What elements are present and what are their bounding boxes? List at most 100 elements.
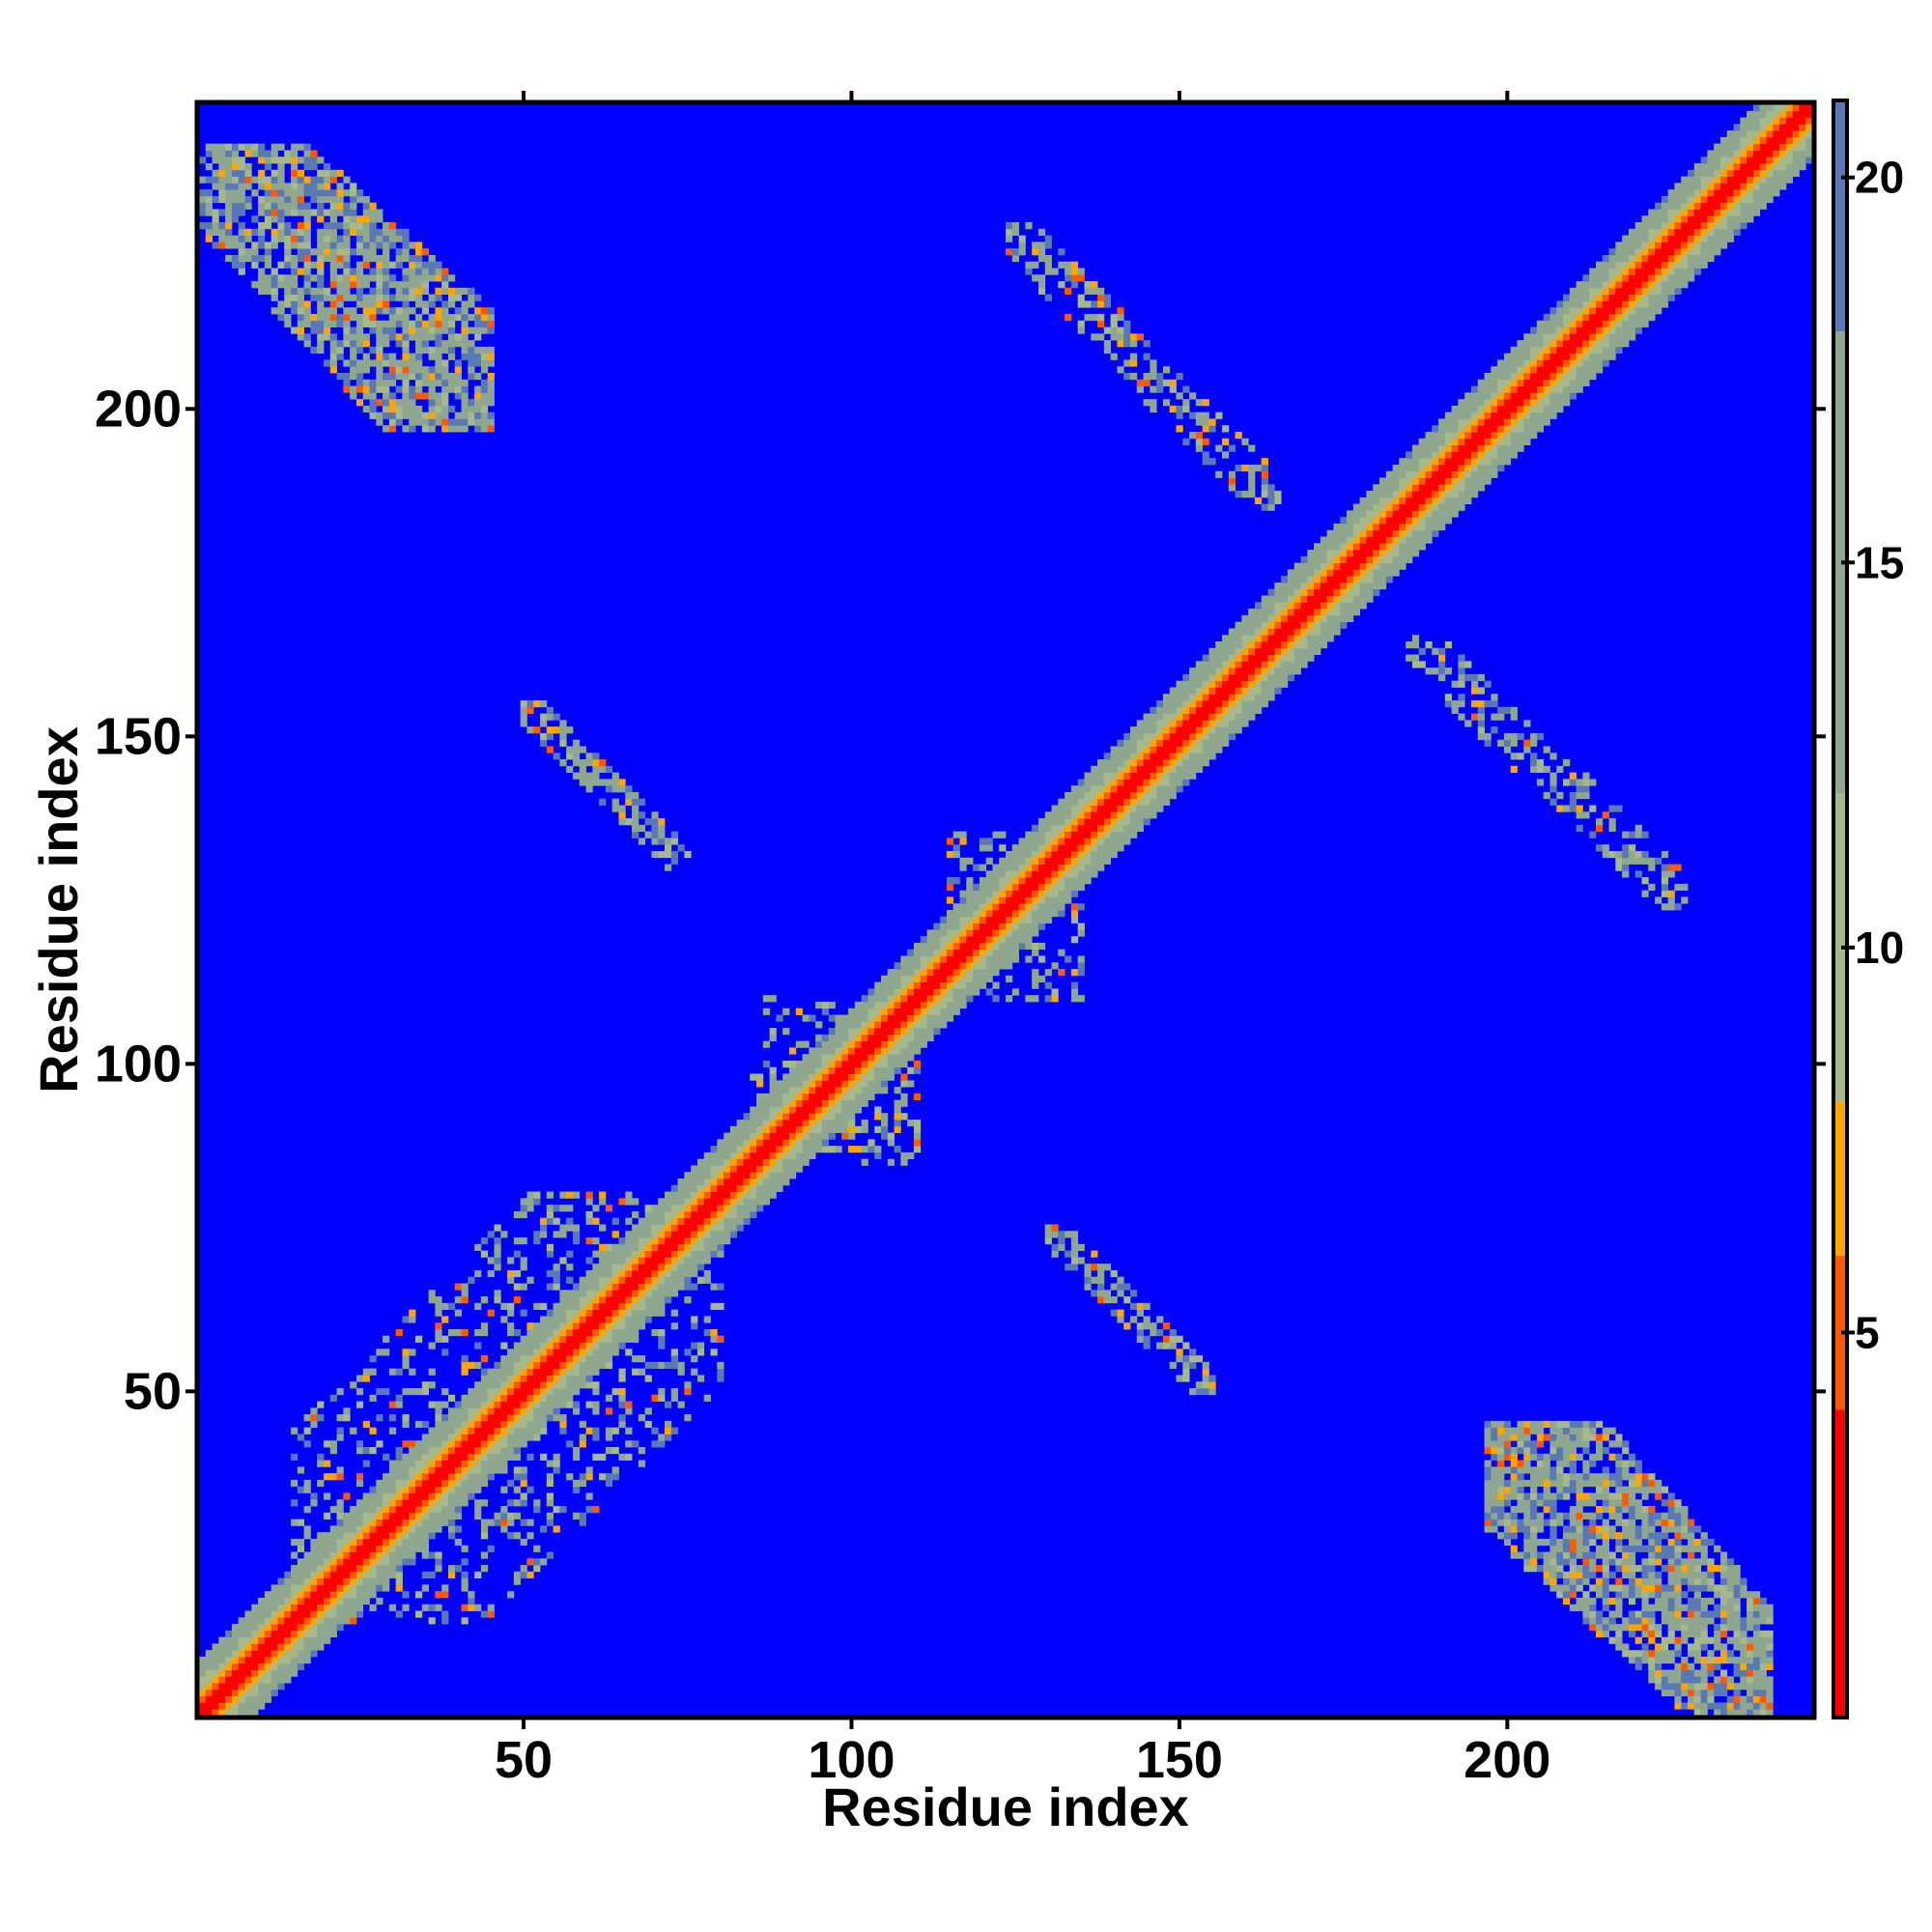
heatmap-cell bbox=[329, 307, 337, 315]
heatmap-cell bbox=[355, 385, 364, 393]
heatmap-cell bbox=[946, 995, 954, 1003]
heatmap-cell bbox=[651, 838, 659, 845]
heatmap-cell bbox=[651, 1309, 659, 1317]
heatmap-cell bbox=[487, 412, 495, 419]
heatmap-cell bbox=[1110, 765, 1118, 774]
heatmap-cell bbox=[579, 1361, 586, 1370]
heatmap-cell bbox=[572, 1302, 581, 1311]
heatmap-cell bbox=[303, 1650, 311, 1658]
heatmap-cell bbox=[526, 1368, 534, 1376]
heatmap-cell bbox=[1307, 595, 1315, 603]
heatmap-cell bbox=[513, 1381, 522, 1389]
heatmap-cell bbox=[881, 1066, 889, 1074]
heatmap-cell bbox=[402, 1479, 410, 1488]
heatmap-cell bbox=[1070, 281, 1079, 289]
heatmap-cell bbox=[1326, 621, 1334, 629]
heatmap-cell bbox=[1208, 654, 1216, 662]
heatmap-cell bbox=[369, 385, 377, 393]
heatmap-cell bbox=[1307, 569, 1315, 577]
heatmap-cell bbox=[1077, 274, 1085, 282]
heatmap-cell bbox=[297, 1519, 305, 1526]
heatmap-cell bbox=[520, 1538, 527, 1547]
heatmap-cell bbox=[362, 392, 370, 400]
heatmap-cell bbox=[926, 949, 934, 956]
heatmap-cell bbox=[1248, 654, 1256, 662]
heatmap-cell bbox=[1208, 1375, 1216, 1382]
heatmap-cell bbox=[447, 353, 456, 360]
heatmap-cell bbox=[369, 1545, 377, 1552]
heatmap-cell bbox=[388, 261, 397, 269]
heatmap-cell bbox=[513, 1447, 522, 1455]
heatmap-cell bbox=[277, 281, 285, 289]
heatmap-cell bbox=[632, 1276, 639, 1284]
heatmap-cell bbox=[461, 1558, 469, 1566]
heatmap-cell bbox=[566, 1361, 574, 1370]
heatmap-cell bbox=[651, 1302, 659, 1311]
heatmap-cell bbox=[409, 268, 416, 275]
heatmap-cell bbox=[743, 1151, 751, 1160]
heatmap-cell bbox=[428, 1453, 436, 1461]
heatmap-cell bbox=[441, 405, 449, 413]
heatmap-cell bbox=[1261, 458, 1268, 466]
heatmap-cell bbox=[1333, 536, 1341, 544]
heatmap-cell bbox=[854, 1099, 863, 1107]
heatmap-cell bbox=[409, 294, 416, 301]
heatmap-cell bbox=[284, 202, 292, 210]
heatmap-cell bbox=[959, 910, 967, 918]
heatmap-cell bbox=[566, 726, 574, 734]
heatmap-cell bbox=[999, 857, 1007, 865]
heatmap-cell bbox=[788, 1158, 797, 1166]
heatmap-cell bbox=[205, 228, 213, 237]
heatmap-cell bbox=[317, 1624, 325, 1632]
heatmap-cell bbox=[415, 274, 423, 282]
heatmap-cell bbox=[1143, 739, 1151, 747]
heatmap-cell bbox=[1077, 327, 1085, 334]
heatmap-cell bbox=[218, 209, 226, 216]
heatmap-cell bbox=[218, 1689, 226, 1697]
heatmap-cell bbox=[383, 1519, 390, 1526]
heatmap-cell bbox=[317, 1617, 325, 1625]
heatmap-cell bbox=[336, 1577, 344, 1585]
heatmap-cell bbox=[881, 981, 889, 989]
heatmap-cell bbox=[1267, 484, 1275, 492]
heatmap-cell bbox=[900, 1001, 908, 1009]
heatmap-cell bbox=[1293, 562, 1301, 570]
heatmap-cell bbox=[1077, 805, 1085, 812]
heatmap-cell bbox=[343, 281, 351, 289]
heatmap-cell bbox=[572, 1283, 581, 1291]
heatmap-cell bbox=[611, 1283, 619, 1291]
heatmap-cell bbox=[999, 864, 1007, 871]
heatmap-cell bbox=[409, 1447, 416, 1455]
heatmap-cell bbox=[526, 1394, 534, 1402]
heatmap-cell bbox=[1032, 870, 1039, 878]
heatmap-cell bbox=[507, 1257, 515, 1264]
heatmap-cell bbox=[1347, 555, 1354, 564]
heatmap-cell bbox=[952, 850, 960, 859]
heatmap-cell bbox=[264, 248, 272, 256]
heatmap-cell bbox=[710, 1146, 718, 1153]
heatmap-cell bbox=[369, 254, 377, 263]
heatmap-cell bbox=[1222, 654, 1230, 662]
heatmap-cell bbox=[658, 1205, 666, 1212]
heatmap-cell bbox=[973, 923, 980, 930]
heatmap-cell bbox=[369, 346, 377, 355]
heatmap-cell bbox=[258, 202, 266, 210]
heatmap-cell bbox=[395, 294, 403, 301]
heatmap-cell bbox=[343, 1565, 351, 1573]
heatmap-cell bbox=[605, 1316, 613, 1323]
heatmap-cell bbox=[1032, 975, 1039, 982]
heatmap-cell bbox=[1189, 765, 1197, 774]
heatmap-cell bbox=[1169, 1335, 1177, 1343]
heatmap-cell bbox=[1176, 425, 1183, 433]
heatmap-cell bbox=[1150, 732, 1157, 741]
heatmap-cell bbox=[599, 1250, 607, 1258]
heatmap-cell bbox=[874, 1034, 882, 1042]
heatmap-cell bbox=[1129, 1316, 1138, 1323]
heatmap-cell bbox=[848, 1099, 856, 1107]
heatmap-cell bbox=[277, 274, 285, 282]
heatmap-cell bbox=[468, 353, 475, 360]
heatmap-cell bbox=[611, 1231, 619, 1238]
heatmap-cell bbox=[388, 1401, 397, 1408]
heatmap-cell bbox=[1070, 798, 1079, 806]
heatmap-cell bbox=[1222, 438, 1230, 445]
